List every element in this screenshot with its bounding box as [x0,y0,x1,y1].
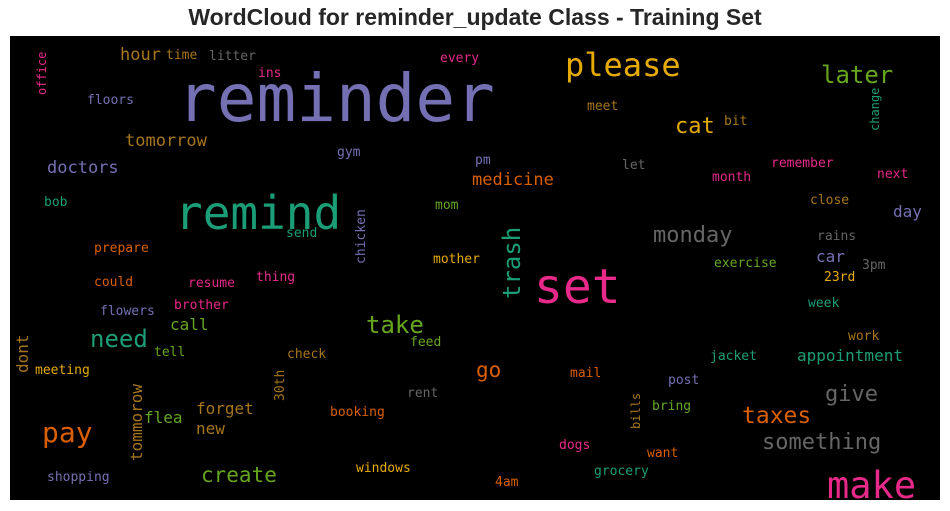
word-jacket: jacket [710,349,757,364]
word-appointment: appointment [797,346,903,365]
word-23rd: 23rd [824,270,855,285]
word-next: next [877,167,908,182]
word-tommorow: tommorow [127,384,146,461]
word-let: let [622,158,645,173]
word-bit: bit [724,114,747,129]
word-monday: monday [653,223,732,248]
word-4am: 4am [495,475,519,490]
word-dogs: dogs [559,438,590,453]
word-mother: mother [433,252,480,267]
word-rains: rains [817,229,856,244]
word-forget: forget [196,399,254,418]
word-go: go [476,358,501,382]
word-work: work [848,329,879,344]
word-change: change [868,88,882,131]
word-meet: meet [587,99,618,114]
word-office: office [35,52,49,95]
word-send: send [286,226,317,241]
word-prepare: prepare [94,241,149,256]
word-taxes: taxes [742,403,811,429]
word-new: new [196,419,225,438]
word-rent: rent [407,386,438,401]
word-set: set [534,259,621,315]
word-exercise: exercise [714,256,777,271]
word-post: post [668,373,699,388]
word-could: could [94,275,133,290]
word-car: car [816,247,845,266]
word-resume: resume [188,276,235,291]
word-feed: feed [410,335,441,350]
word-later: later [821,61,893,89]
word-want: want [647,446,678,461]
word-bills: bills [629,393,643,429]
word-mom: mom [435,198,459,213]
word-cat: cat [675,114,715,139]
word-every: every [440,51,479,66]
word-chicken: chicken [354,209,369,264]
word-booking: booking [330,405,385,420]
word-dont: dont [13,334,32,373]
word-bring: bring [652,399,691,414]
word-please: please [565,46,681,84]
word-windows: windows [356,461,411,476]
word-litter: litter [209,49,256,64]
word-make: make [827,464,916,500]
word-pm: pm [475,153,491,168]
word-meeting: meeting [35,363,90,378]
word-flowers: flowers [100,304,155,319]
word-month: month [712,170,751,185]
word-take: take [366,311,424,339]
wordcloud-canvas: reminder set remind make please pay trash later… [10,36,940,500]
word-remind: remind [175,186,341,240]
word-bob: bob [44,195,68,210]
word-3pm: 3pm [862,258,886,273]
word-check: check [287,347,326,362]
word-gym: gym [337,145,361,160]
word-ins: ins [258,66,281,81]
word-day: day [893,202,922,221]
word-call: call [170,315,209,334]
word-flea: flea [144,408,183,427]
word-reminder: reminder [177,60,495,137]
word-create: create [201,463,277,487]
word-something: something [762,430,881,455]
word-week: week [808,296,839,311]
word-give: give [825,382,878,407]
word-trash: trash [498,227,526,299]
word-time: time [166,48,197,63]
word-tomorrow: tomorrow [125,131,208,151]
word-pay: pay [42,416,93,449]
word-brother: brother [174,298,229,313]
chart-title: WordCloud for reminder_update Class - Tr… [188,4,762,30]
word-floors: floors [87,93,134,108]
word-remember: remember [771,156,834,171]
word-mail: mail [570,366,601,381]
word-hour: hour [120,45,161,65]
word-thing: thing [256,270,295,285]
word-tell: tell [154,345,185,360]
word-close: close [810,193,849,208]
word-shopping: shopping [47,470,110,485]
word-30th: 30th [273,370,288,401]
word-medicine: medicine [472,170,554,190]
word-grocery: grocery [594,464,649,479]
word-need: need [90,325,148,353]
word-doctors: doctors [47,158,119,178]
